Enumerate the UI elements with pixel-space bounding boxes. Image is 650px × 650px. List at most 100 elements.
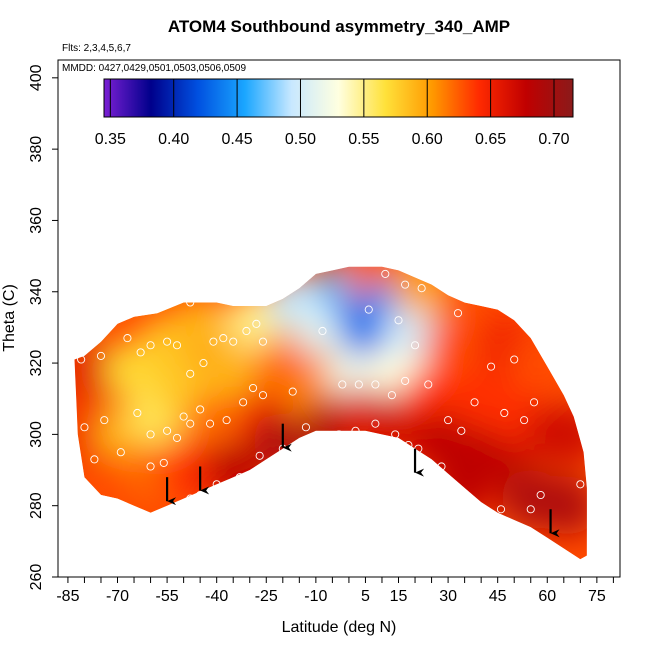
field-cell bbox=[543, 404, 587, 465]
y-tick-label: 340 bbox=[28, 278, 45, 305]
x-tick-label: 15 bbox=[390, 588, 408, 605]
observation-point bbox=[96, 351, 106, 360]
x-tick-label: 60 bbox=[538, 588, 556, 605]
field-cell bbox=[424, 315, 485, 376]
observation-point bbox=[229, 337, 238, 346]
observation-point bbox=[510, 355, 519, 364]
observation-point bbox=[520, 416, 529, 425]
colorbar-tick-label: 0.40 bbox=[158, 131, 189, 148]
observation-point bbox=[470, 398, 479, 407]
observation-point bbox=[179, 412, 188, 421]
field-cell bbox=[160, 440, 221, 501]
x-tick-label: -10 bbox=[304, 588, 327, 605]
observation-point bbox=[371, 380, 380, 389]
observation-point bbox=[536, 490, 545, 500]
observation-point bbox=[364, 305, 373, 314]
y-tick-label: 400 bbox=[28, 64, 45, 91]
field-cell bbox=[537, 475, 587, 536]
observation-point bbox=[582, 444, 591, 453]
y-axis-label: Theta (C) bbox=[1, 284, 18, 352]
x-tick-label: 5 bbox=[361, 588, 370, 605]
observation-point bbox=[239, 398, 248, 407]
observation-point bbox=[196, 405, 205, 414]
colorbar-tick-label: 0.70 bbox=[538, 131, 569, 148]
observation-point bbox=[212, 480, 221, 489]
observation-point bbox=[116, 448, 125, 457]
observation-point bbox=[391, 430, 400, 439]
x-tick-label: -25 bbox=[255, 588, 278, 605]
observation-point bbox=[496, 505, 506, 514]
x-axis: -85 -70 -55 -40 -25 -10 5 15 30 45 60 75 bbox=[56, 577, 614, 605]
observation-point bbox=[186, 419, 195, 428]
observation-point bbox=[77, 355, 86, 364]
observation-point bbox=[351, 426, 360, 435]
observation-points bbox=[77, 269, 591, 514]
observation-point bbox=[576, 480, 585, 489]
x-tick-label: -55 bbox=[156, 588, 179, 605]
dates-annotation: MMDD: 0427,0429,0501,0503,0506,0509 bbox=[62, 63, 246, 74]
colorbar: 0.35 0.40 0.45 0.50 0.55 0.60 0.65 0.70 bbox=[95, 78, 574, 148]
x-tick-label: -40 bbox=[205, 588, 228, 605]
chart-title: ATOM4 Southbound asymmetry_340_AMP bbox=[168, 17, 510, 36]
colorbar-tick-label: 0.50 bbox=[285, 131, 316, 148]
observation-point bbox=[288, 387, 297, 396]
observation-point bbox=[133, 408, 142, 418]
x-tick-label: -85 bbox=[56, 588, 79, 605]
y-tick-label: 280 bbox=[28, 492, 45, 519]
observation-point bbox=[301, 423, 310, 432]
observation-point bbox=[526, 505, 535, 514]
flights-annotation: Flts: 2,3,4,5,6,7 bbox=[62, 43, 131, 54]
y-tick-label: 300 bbox=[28, 421, 45, 448]
y-axis: 260 280 300 320 340 360 380 400 bbox=[28, 64, 58, 590]
field-cell bbox=[170, 297, 231, 358]
observation-point bbox=[80, 480, 89, 489]
observation-point bbox=[258, 391, 268, 400]
observation-point bbox=[163, 426, 172, 435]
observation-point bbox=[401, 280, 410, 289]
colorbar-tick-label: 0.55 bbox=[348, 131, 379, 148]
colorbar-tick-label: 0.45 bbox=[222, 131, 253, 148]
observation-point bbox=[394, 316, 403, 325]
observation-point bbox=[487, 362, 496, 371]
observation-point bbox=[100, 416, 109, 425]
observation-point bbox=[401, 376, 410, 385]
flight-arrows bbox=[165, 423, 560, 538]
x-tick-label: 45 bbox=[489, 588, 507, 605]
field-cell bbox=[510, 333, 571, 394]
observation-point bbox=[424, 380, 433, 389]
y-tick-label: 380 bbox=[28, 136, 45, 163]
observation-point bbox=[209, 337, 218, 346]
observation-point bbox=[235, 473, 244, 482]
observation-point bbox=[242, 326, 251, 336]
observation-point bbox=[444, 416, 453, 425]
observation-point bbox=[318, 326, 327, 336]
x-tick-label: 75 bbox=[588, 588, 606, 605]
colorbar-tick-label: 0.35 bbox=[95, 131, 126, 148]
observation-point bbox=[159, 458, 168, 467]
y-tick-label: 320 bbox=[28, 350, 45, 377]
x-tick-label: -70 bbox=[106, 588, 129, 605]
observation-point bbox=[219, 334, 228, 343]
observation-point bbox=[437, 462, 446, 471]
plot-frame bbox=[57, 59, 621, 578]
observation-point bbox=[199, 359, 208, 368]
observation-point bbox=[529, 398, 539, 407]
observation-point bbox=[338, 380, 347, 389]
observation-point bbox=[186, 298, 195, 307]
colorbar-tick-label: 0.65 bbox=[475, 131, 506, 148]
observation-point bbox=[354, 380, 363, 389]
observation-point bbox=[371, 419, 380, 428]
colorbar-tick-label: 0.60 bbox=[412, 131, 443, 148]
observation-point bbox=[206, 419, 215, 428]
observation-point bbox=[123, 334, 132, 343]
observation-point bbox=[457, 426, 466, 435]
field-cell bbox=[203, 340, 264, 401]
observation-point bbox=[258, 337, 268, 346]
x-axis-label: Latitude (deg N) bbox=[282, 619, 397, 636]
y-tick-label: 260 bbox=[28, 564, 45, 591]
observation-point bbox=[334, 430, 344, 439]
field-cell bbox=[186, 390, 247, 451]
y-tick-label: 360 bbox=[28, 207, 45, 234]
observation-point bbox=[146, 462, 155, 471]
